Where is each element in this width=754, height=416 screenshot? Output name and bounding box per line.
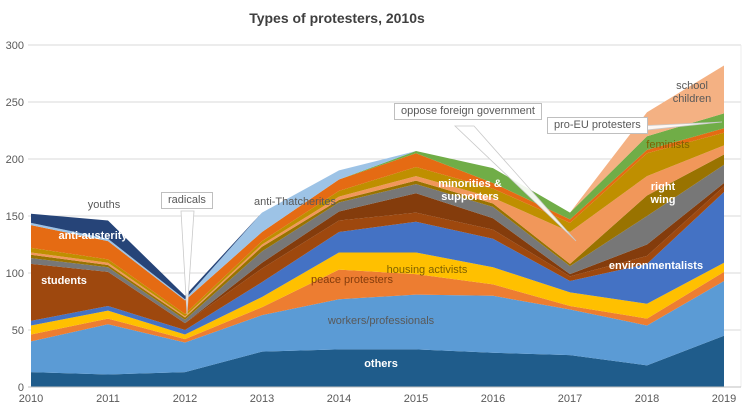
series-label-feminists: feminists bbox=[646, 139, 690, 151]
svg-text:2013: 2013 bbox=[250, 393, 274, 405]
series-label-right-wing: right wing bbox=[650, 181, 676, 206]
x-axis-tick-labels: 2010 2011 2012 2013 2014 2015 2016 2017 2018 2019 bbox=[19, 393, 736, 405]
series-label-students: students bbox=[41, 275, 87, 287]
leader-line-oppose-foreign-government bbox=[453, 125, 577, 242]
area-minorities-supporters bbox=[31, 182, 724, 324]
svg-text:100: 100 bbox=[6, 268, 24, 280]
series-label-others: others bbox=[364, 358, 398, 370]
area-peace-protesters bbox=[31, 269, 724, 343]
series-label-youths: youths bbox=[87, 199, 121, 211]
callout-pro-eu-protesters: pro-EU protesters bbox=[547, 117, 648, 134]
svg-text:250: 250 bbox=[6, 97, 24, 109]
svg-text:2011: 2011 bbox=[96, 393, 120, 405]
svg-text:50: 50 bbox=[12, 325, 24, 337]
y-axis-tick-labels: 0 50 100 150 200 250 300 bbox=[6, 40, 24, 394]
chart-title: Types of protesters, 2010s bbox=[249, 10, 425, 26]
series-label-school-children: school children bbox=[672, 80, 712, 105]
callout-leader-lines bbox=[180, 121, 723, 315]
svg-text:2012: 2012 bbox=[173, 393, 197, 405]
svg-text:2010: 2010 bbox=[19, 393, 43, 405]
svg-text:200: 200 bbox=[6, 154, 24, 166]
callout-radicals: radicals bbox=[161, 192, 213, 209]
series-label-environmentalists: environmentalists bbox=[608, 260, 704, 272]
area-oppose-foreign-government bbox=[31, 145, 724, 318]
svg-text:2017: 2017 bbox=[558, 393, 582, 405]
stacked-areas bbox=[31, 65, 724, 387]
area-housing-activists bbox=[31, 252, 724, 340]
series-label-workers-professionals: workers/professionals bbox=[327, 315, 435, 327]
svg-text:300: 300 bbox=[6, 40, 24, 52]
series-label-anti-thatcherites: anti-Thatcherites bbox=[254, 196, 336, 208]
callout-oppose-foreign-government: oppose foreign government bbox=[394, 103, 542, 120]
area-workers-professionals bbox=[31, 280, 724, 375]
svg-text:0: 0 bbox=[18, 382, 24, 394]
series-label-anti-austerity: anti-austerity bbox=[58, 230, 128, 242]
svg-text:2019: 2019 bbox=[712, 393, 736, 405]
area-others bbox=[31, 335, 724, 387]
series-label-housing-activists: housing activists bbox=[386, 264, 468, 276]
svg-text:2015: 2015 bbox=[404, 393, 428, 405]
series-label-minorities-supporters: minorities & supporters bbox=[438, 178, 502, 203]
series-label-peace-protesters: peace protesters bbox=[311, 274, 393, 286]
svg-text:2016: 2016 bbox=[481, 393, 505, 405]
svg-text:2014: 2014 bbox=[327, 393, 351, 405]
leader-line-radicals bbox=[180, 210, 195, 315]
svg-text:150: 150 bbox=[6, 211, 24, 223]
svg-text:2018: 2018 bbox=[635, 393, 659, 405]
area-right-wing bbox=[31, 164, 724, 324]
